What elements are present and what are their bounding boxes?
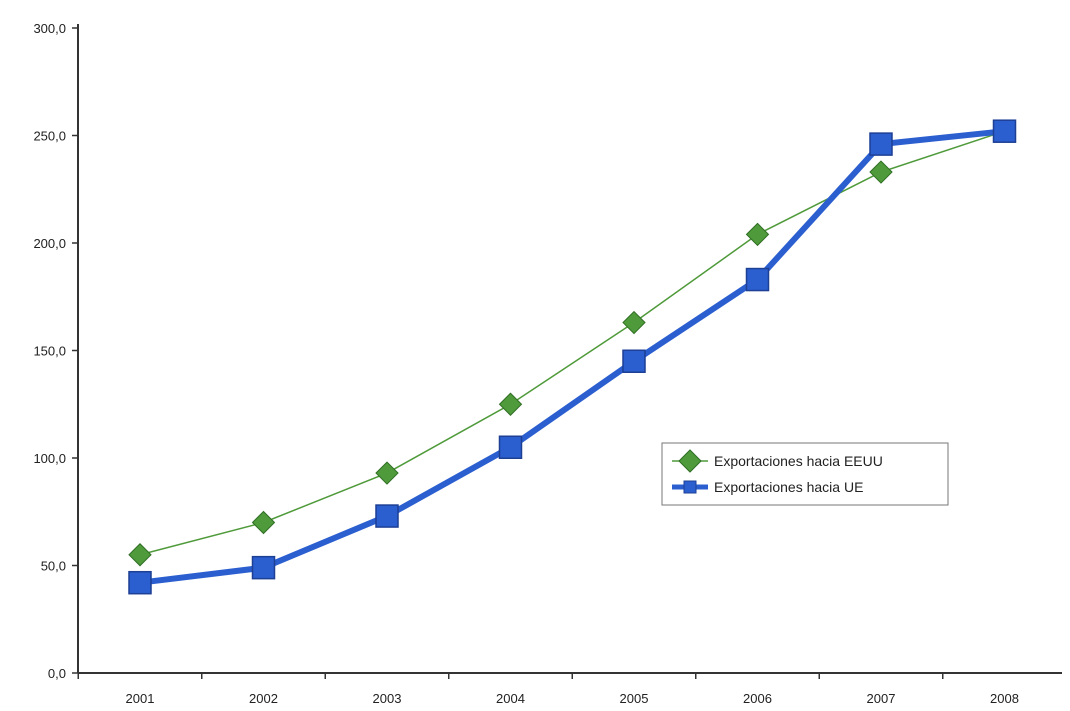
x-tick-label: 2002 xyxy=(249,691,278,706)
data-point-eeuu xyxy=(745,222,770,247)
tick-labels: 0,0 50,0 100,0 150,0 200,0 250,0 300,0 2001 2002… xyxy=(33,21,1019,706)
x-tick-label: 2003 xyxy=(373,691,402,706)
data-point-ue xyxy=(128,570,152,595)
data-point-ue xyxy=(992,119,1017,143)
data-point-eeuu xyxy=(251,510,276,535)
y-tick-label: 100,0 xyxy=(33,451,66,466)
x-tick-label: 2001 xyxy=(126,691,155,706)
data-point-ue xyxy=(745,267,770,292)
y-tick-label: 150,0 xyxy=(33,344,66,359)
y-tick-label: 50,0 xyxy=(41,559,66,574)
x-tick-label: 2004 xyxy=(496,691,525,706)
x-tick-label: 2008 xyxy=(990,691,1019,706)
y-tick-label: 0,0 xyxy=(48,666,66,681)
data-point-legend-eeuu xyxy=(678,449,702,473)
y-tick-label: 200,0 xyxy=(33,236,66,251)
series-group xyxy=(128,119,1017,595)
series-line-eeuu xyxy=(139,130,1005,556)
legend-box xyxy=(661,442,949,506)
series-line-ue xyxy=(139,128,1005,586)
legend: Exportaciones hacia EEUU Exportaciones ha… xyxy=(661,442,949,506)
y-tick-label: 300,0 xyxy=(33,21,66,36)
data-point-ue xyxy=(622,349,646,373)
series-ue xyxy=(128,119,1017,595)
data-point-ue xyxy=(375,504,399,528)
axes xyxy=(72,24,1062,679)
data-point-eeuu xyxy=(869,160,893,184)
data-point-ue xyxy=(251,555,276,580)
x-tick-label: 2006 xyxy=(743,691,772,706)
x-tick-label: 2005 xyxy=(620,691,649,706)
data-point-eeuu xyxy=(128,543,152,567)
legend-label-eeuu: Exportaciones hacia EEUU xyxy=(714,453,883,469)
legend-marker-ue xyxy=(683,480,697,494)
data-point-ue xyxy=(498,435,523,459)
data-point-eeuu xyxy=(498,392,523,416)
legend-label-ue: Exportaciones hacia UE xyxy=(714,479,863,495)
data-point-ue xyxy=(869,132,893,156)
data-point-eeuu xyxy=(622,310,646,335)
x-tick-label: 2007 xyxy=(867,691,896,706)
data-point-eeuu xyxy=(375,461,399,485)
y-tick-label: 250,0 xyxy=(33,129,66,144)
